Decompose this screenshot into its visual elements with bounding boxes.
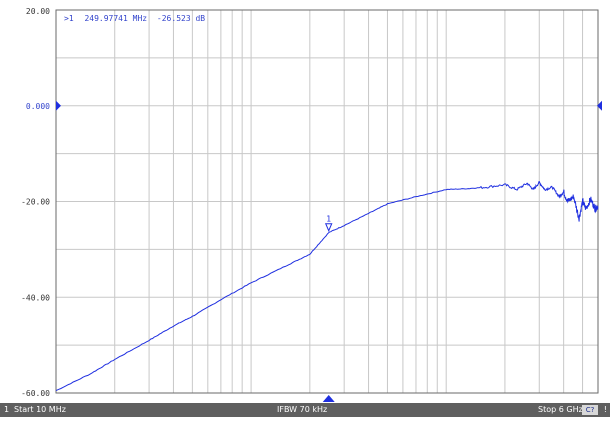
y-tick-labels: 20.00 0.000 -20.00 -40.00 -60.00 — [21, 7, 50, 398]
status-tail: ! — [603, 405, 607, 414]
status-start-frequency[interactable]: Start 10 MHz — [14, 405, 66, 414]
marker-readout-value: -26.523 dB — [157, 14, 205, 23]
plot-frame — [55, 9, 599, 394]
reference-level-left-triangle-icon — [56, 100, 61, 111]
reference-level-right-triangle-icon — [597, 100, 602, 111]
grid — [56, 9, 598, 394]
channel-badge[interactable]: C? — [582, 405, 598, 415]
marker-1[interactable]: 1 — [324, 215, 333, 232]
status-ifbw[interactable]: IFBW 70 kHz — [277, 405, 328, 414]
y-tick-label: 20.00 — [26, 7, 50, 16]
marker-readout: >1 249.97741 MHz -26.523 dB — [64, 14, 205, 23]
marker-readout-prefix: >1 — [64, 14, 74, 23]
marker-triangle-icon — [324, 223, 333, 232]
y-tick-label: -20.00 — [21, 198, 50, 207]
trace-line — [55, 181, 599, 392]
status-channel: 1 — [4, 405, 10, 414]
stimulus-marker-triangle-icon — [322, 395, 335, 402]
y-tick-label: -60.00 — [21, 389, 50, 398]
marker-readout-frequency: 249.97741 MHz — [84, 14, 147, 23]
status-stop-frequency[interactable]: Stop 6 GHz — [538, 405, 583, 414]
y-tick-label: -40.00 — [21, 293, 50, 302]
marker-label: 1 — [326, 215, 331, 224]
status-bar: 1 Start 10 MHz IFBW 70 kHz Stop 6 GHz C?… — [0, 403, 610, 417]
y-tick-label: 0.000 — [26, 102, 50, 111]
